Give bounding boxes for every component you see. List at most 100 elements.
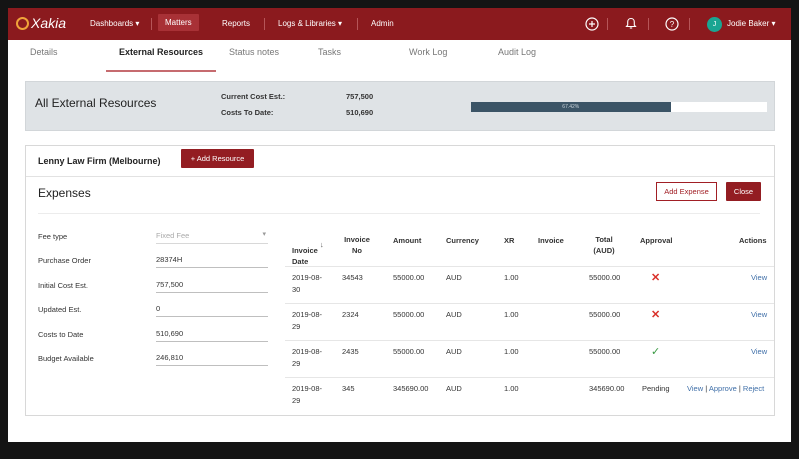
divider <box>26 176 774 177</box>
costs-to-date-row: Costs to Date 510,690 <box>38 327 270 343</box>
col-invoice-no: Invoice No <box>344 235 370 255</box>
cell-invoice-no: 34543 <box>342 273 363 282</box>
cell-currency: AUD <box>446 310 462 319</box>
view-link[interactable]: View <box>751 310 768 319</box>
help-icon[interactable]: ? <box>664 16 679 31</box>
cell-xr: 1.00 <box>504 273 519 282</box>
nav-separator <box>689 18 690 30</box>
cell-invoice-no: 2435 <box>342 347 359 356</box>
app-window: Xakia Dashboards ▾ Matters Reports Logs … <box>8 8 791 442</box>
view-link[interactable]: View <box>751 347 768 356</box>
col-invoice-date[interactable]: Invoice Date <box>292 234 322 267</box>
tab-status-notes[interactable]: Status notes <box>229 47 280 57</box>
tab-external-resources[interactable]: External Resources <box>119 47 204 57</box>
fee-type-row: Fee type Fixed Fee ▾ <box>38 229 270 245</box>
fee-type-select[interactable]: Fixed Fee ▾ <box>156 229 268 244</box>
col-actions: Actions <box>739 236 767 245</box>
logo-text: Xakia <box>31 15 67 31</box>
view-link[interactable]: View <box>687 384 704 393</box>
sort-down-icon[interactable]: ↓ <box>320 240 324 249</box>
nav-separator <box>607 18 608 30</box>
view-link[interactable]: View <box>751 273 768 282</box>
row-divider <box>285 303 774 304</box>
add-expense-button[interactable]: Add Expense <box>656 182 717 201</box>
add-resource-button[interactable]: + Add Resource <box>181 149 254 168</box>
firm-card: Lenny Law Firm (Melbourne) + Add Resourc… <box>25 145 775 416</box>
nav-reports[interactable]: Reports <box>222 19 251 28</box>
progress-label: 67.42% <box>562 104 580 110</box>
fee-type-value: Fixed Fee <box>156 231 190 240</box>
col-currency: Currency <box>446 236 479 245</box>
top-navbar: Xakia Dashboards ▾ Matters Reports Logs … <box>8 8 791 40</box>
cell-total: 345690.00 <box>589 384 625 393</box>
approve-link[interactable]: Approve <box>708 384 737 393</box>
budget-available-field[interactable]: 246,810 <box>156 351 268 366</box>
avatar[interactable]: J <box>707 17 722 32</box>
purchase-order-field[interactable]: 28374H <box>156 253 268 268</box>
cell-total: 55000.00 <box>589 310 621 319</box>
cell-xr: 1.00 <box>504 347 519 356</box>
nav-dashboards[interactable]: Dashboards ▾ <box>90 19 140 28</box>
plus-circle-icon[interactable] <box>584 16 599 31</box>
initial-cost-field[interactable]: 757,500 <box>156 278 268 293</box>
col-amount: Amount <box>393 236 422 245</box>
tab-details[interactable]: Details <box>30 47 58 57</box>
purchase-order-label: Purchase Order <box>38 256 91 265</box>
tab-audit-log[interactable]: Audit Log <box>498 47 537 57</box>
costs-to-date-field-label: Costs to Date <box>38 330 84 339</box>
chevron-down-icon: ▾ <box>262 231 266 238</box>
user-menu[interactable]: Jodie Baker ▾ <box>727 19 776 28</box>
approval-status: Pending <box>642 384 670 393</box>
cell-invoice-no: 345 <box>342 384 355 393</box>
nav-separator <box>264 18 265 30</box>
reject-link[interactable]: Reject <box>742 384 765 393</box>
x-icon: ✕ <box>651 309 661 321</box>
costs-to-date-value: 510,690 <box>346 108 374 117</box>
cell-amount: 345690.00 <box>393 384 429 393</box>
row-divider <box>285 266 774 267</box>
cost-progress-bar: 67.42% <box>471 102 767 112</box>
nav-logs-libraries[interactable]: Logs & Libraries ▾ <box>278 19 343 28</box>
initial-cost-row: Initial Cost Est. 757,500 <box>38 278 270 294</box>
cell-currency: AUD <box>446 347 462 356</box>
tab-tasks[interactable]: Tasks <box>318 47 342 57</box>
close-button[interactable]: Close <box>726 182 761 201</box>
updated-est-row: Updated Est. 0 <box>38 302 270 318</box>
progress-fill: 67.42% <box>471 102 671 112</box>
budget-available-label: Budget Available <box>38 354 94 363</box>
tab-work-log[interactable]: Work Log <box>409 47 448 57</box>
expenses-title: Expenses <box>38 186 91 200</box>
nav-separator <box>357 18 358 30</box>
updated-est-field[interactable]: 0 <box>156 302 268 317</box>
budget-available-row: Budget Available 246,810 <box>38 351 270 367</box>
col-xr: XR <box>504 236 515 245</box>
bell-icon[interactable] <box>623 16 638 31</box>
nav-separator <box>151 18 152 30</box>
row-divider <box>285 340 774 341</box>
active-tab-indicator <box>106 70 216 72</box>
current-cost-label: Current Cost Est.: <box>221 92 286 101</box>
action-separator: | <box>705 384 708 393</box>
tab-bar: Details External Resources Status notes … <box>8 40 791 80</box>
logo-icon <box>16 16 29 30</box>
nav-admin[interactable]: Admin <box>371 19 394 28</box>
cell-date: 2019-08- 29 <box>292 310 323 331</box>
col-invoice-date-label: Invoice Date <box>292 246 318 266</box>
firm-name: Lenny Law Firm (Melbourne) <box>38 156 161 166</box>
cell-amount: 55000.00 <box>393 310 425 319</box>
check-icon: ✓ <box>651 346 661 358</box>
cell-total: 55000.00 <box>589 273 621 282</box>
current-cost-value: 757,500 <box>346 92 374 101</box>
costs-to-date-label: Costs To Date: <box>221 108 274 117</box>
initial-cost-label: Initial Cost Est. <box>38 281 89 290</box>
col-total-aud: Total (AUD) <box>593 235 615 255</box>
cell-date: 2019-08- 29 <box>292 347 323 368</box>
col-invoice: Invoice <box>538 236 564 245</box>
cell-currency: AUD <box>446 273 462 282</box>
xakia-logo[interactable]: Xakia <box>16 15 66 31</box>
page-title: All External Resources <box>35 96 157 110</box>
nav-matters[interactable]: Matters <box>158 14 199 31</box>
external-resources-summary: All External Resources Current Cost Est.… <box>25 81 775 131</box>
costs-to-date-field[interactable]: 510,690 <box>156 327 268 342</box>
fee-type-label: Fee type <box>38 232 68 241</box>
